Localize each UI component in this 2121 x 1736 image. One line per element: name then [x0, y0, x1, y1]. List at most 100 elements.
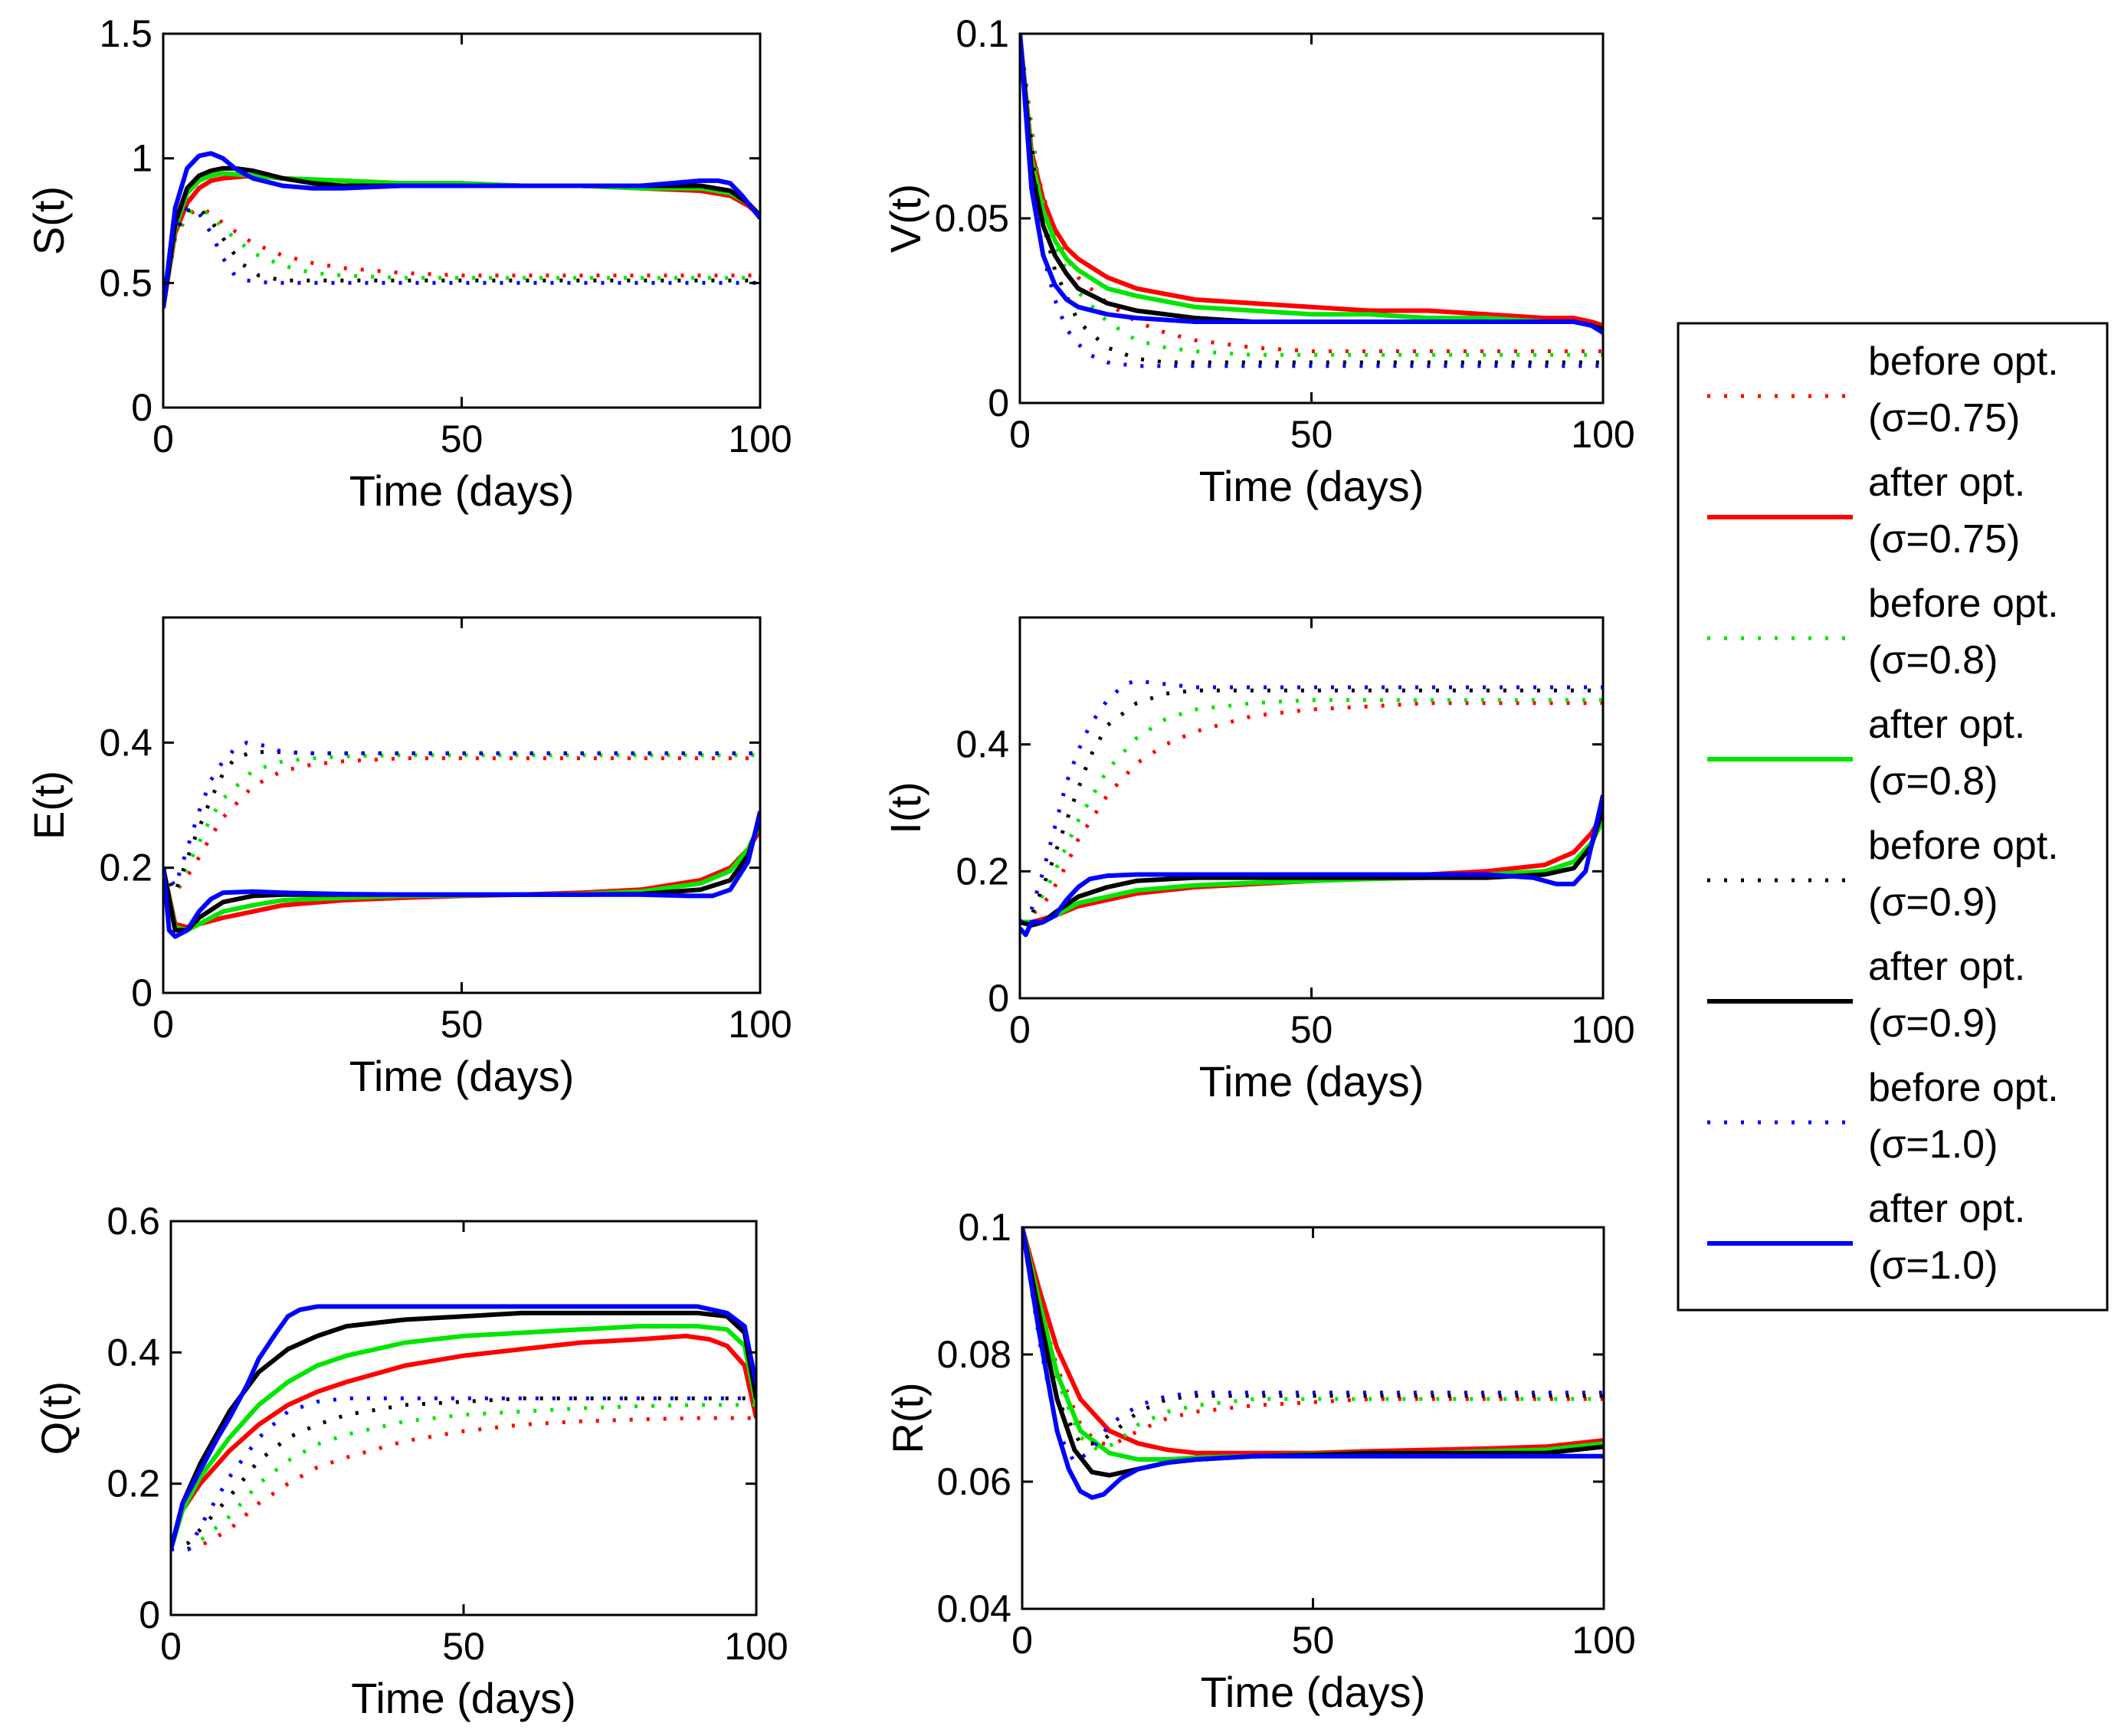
legend-entry-4: before opt. (σ=0.9) — [1707, 824, 2059, 925]
y-tick-label-R-1: 0.06 — [937, 1460, 1011, 1503]
series-line-S-3 — [163, 171, 760, 309]
legend-label-0-line2: (σ=0.75) — [1868, 396, 2020, 441]
series-group-V — [1020, 34, 1603, 368]
x-tick-label-Q-0: 0 — [160, 1625, 182, 1668]
y-tick-label-Q-1: 0.2 — [107, 1462, 160, 1505]
x-axis-label-E: Time (days) — [349, 1052, 575, 1100]
series-line-Q-5 — [171, 1310, 756, 1551]
series-line-E-6 — [163, 740, 760, 889]
subplot-I: 0 50 100 0 0.2 0.4 Time (days) I(t) — [881, 616, 1635, 1105]
legend-label-5-line2: (σ=0.9) — [1868, 1001, 1998, 1046]
legend-box — [1677, 322, 2109, 1312]
x-axis-label-I: Time (days) — [1199, 1057, 1424, 1105]
y-tick-label-R-0: 0.04 — [937, 1587, 1011, 1630]
subplot-V: 0 50 100 0 0.05 0.1 Time (days) V(t) — [881, 12, 1635, 510]
y-tick-label-I-2: 0.4 — [956, 723, 1009, 766]
series-group-R — [1022, 1227, 1604, 1500]
y-axis-label-E: E(t) — [25, 771, 73, 840]
series-line-R-2 — [1022, 1227, 1604, 1452]
series-line-S-7 — [163, 151, 760, 309]
x-tick-label-S-1: 50 — [441, 418, 484, 460]
y-tick-label-V-1: 0.05 — [935, 197, 1009, 240]
series-line-Q-2 — [171, 1403, 756, 1551]
legend-label-0-line1: before opt. — [1868, 339, 2059, 384]
x-tick-label-Q-2: 100 — [724, 1625, 788, 1668]
legend-entry-2: before opt. (σ=0.8) — [1707, 581, 2059, 683]
series-line-Q-6 — [171, 1396, 756, 1551]
x-tick-label-V-2: 100 — [1571, 413, 1634, 456]
y-axis-label-R: R(t) — [883, 1382, 932, 1453]
plots-group: 0 50 100 0 0.5 1 1.5 Time (days) S(t) 0 50 100 0 0.05… — [25, 12, 1636, 1722]
x-tick-label-E-1: 50 — [441, 1003, 484, 1046]
series-line-R-0 — [1022, 1227, 1604, 1446]
x-tick-label-E-2: 100 — [728, 1003, 792, 1046]
y-tick-label-I-1: 0.2 — [956, 850, 1009, 893]
y-tick-label-Q-2: 0.4 — [107, 1331, 160, 1374]
legend-label-3-line2: (σ=0.8) — [1868, 759, 1998, 804]
legend-label-2-line2: (σ=0.8) — [1868, 638, 1998, 683]
series-line-S-5 — [163, 165, 760, 309]
legend-entry-7: after opt. (σ=1.0) — [1707, 1187, 2025, 1288]
legend-label-7-line2: (σ=1.0) — [1868, 1243, 1998, 1288]
x-axis-label-V: Time (days) — [1199, 462, 1424, 510]
legend-label-6-line2: (σ=1.0) — [1868, 1122, 1998, 1167]
x-tick-label-I-2: 100 — [1571, 1008, 1634, 1051]
legend-label-3-line1: after opt. — [1868, 703, 2025, 747]
x-tick-label-V-1: 50 — [1290, 413, 1333, 456]
legend-label-1-line1: after opt. — [1868, 460, 2025, 505]
y-tick-label-E-0: 0 — [131, 971, 152, 1014]
series-line-V-0 — [1020, 34, 1603, 353]
series-line-E-7 — [163, 811, 760, 939]
x-axis-label-R: Time (days) — [1201, 1668, 1426, 1716]
legend-label-4-line1: before opt. — [1868, 824, 2059, 868]
y-tick-label-E-1: 0.2 — [99, 847, 152, 889]
series-line-E-0 — [163, 756, 760, 895]
legend: before opt. (σ=0.75) after opt.(σ=0.75) bef… — [1677, 322, 2109, 1312]
legend-entry-0: before opt. (σ=0.75) — [1707, 339, 2059, 441]
series-group-S — [163, 151, 760, 309]
x-tick-label-I-1: 50 — [1290, 1008, 1333, 1051]
legend-label-6-line1: before opt. — [1868, 1066, 2059, 1110]
y-axis-label-V: V(t) — [881, 184, 929, 253]
series-line-R-1 — [1022, 1227, 1604, 1456]
series-group-E — [163, 740, 760, 939]
series-group-I — [1020, 679, 1603, 938]
y-tick-label-S-2: 1 — [131, 137, 152, 180]
x-tick-label-R-1: 50 — [1292, 1619, 1335, 1662]
y-tick-label-S-0: 0 — [131, 386, 152, 429]
y-axis-label-Q: Q(t) — [32, 1381, 80, 1455]
subplot-S: 0 50 100 0 0.5 1 1.5 Time (days) S(t) — [25, 12, 792, 515]
series-line-V-1 — [1020, 34, 1603, 328]
series-group-Q — [171, 1304, 756, 1551]
subplot-E: 0 50 100 0 0.2 0.4 Time (days) E(t) — [25, 616, 792, 1100]
subplot-R: 0 50 100 0.04 0.06 0.08 0.1 Time (days) R(t) — [883, 1206, 1636, 1716]
subplot-Q: 0 50 100 0 0.2 0.4 0.6 Time (days) Q(t) — [32, 1200, 788, 1722]
series-line-V-6 — [1020, 34, 1603, 368]
x-tick-label-S-2: 100 — [728, 418, 792, 460]
y-tick-label-Q-3: 0.6 — [107, 1200, 160, 1243]
legend-label-7-line1: after opt. — [1868, 1187, 2025, 1231]
x-axis-label-Q: Time (days) — [351, 1674, 576, 1722]
legend-entry-6: before opt. (σ=1.0) — [1707, 1066, 2059, 1167]
x-tick-label-Q-1: 50 — [442, 1625, 485, 1668]
legend-entry-3: after opt. (σ=0.8) — [1707, 703, 2025, 804]
series-line-S-0 — [163, 206, 760, 309]
series-line-Q-1 — [171, 1333, 756, 1551]
series-line-Q-7 — [171, 1304, 756, 1551]
y-tick-label-E-2: 0.4 — [99, 721, 152, 764]
x-tick-label-I-0: 0 — [1009, 1008, 1031, 1051]
x-tick-label-R-2: 100 — [1572, 1619, 1635, 1662]
series-line-I-7 — [1020, 794, 1603, 938]
legend-entry-1: after opt. (σ=0.75) — [1707, 460, 2025, 562]
x-tick-label-V-0: 0 — [1009, 413, 1031, 456]
y-tick-label-Q-0: 0 — [139, 1594, 160, 1636]
y-tick-label-R-2: 0.08 — [937, 1333, 1011, 1376]
x-tick-label-R-0: 0 — [1011, 1619, 1033, 1662]
x-tick-label-E-0: 0 — [152, 1003, 174, 1046]
series-line-R-7 — [1022, 1227, 1604, 1500]
x-axis-label-S: Time (days) — [349, 467, 575, 515]
y-tick-label-V-2: 0.1 — [956, 12, 1009, 55]
x-tick-label-S-0: 0 — [152, 418, 174, 460]
y-tick-label-R-3: 0.1 — [958, 1206, 1011, 1249]
y-tick-label-I-0: 0 — [988, 977, 1009, 1020]
